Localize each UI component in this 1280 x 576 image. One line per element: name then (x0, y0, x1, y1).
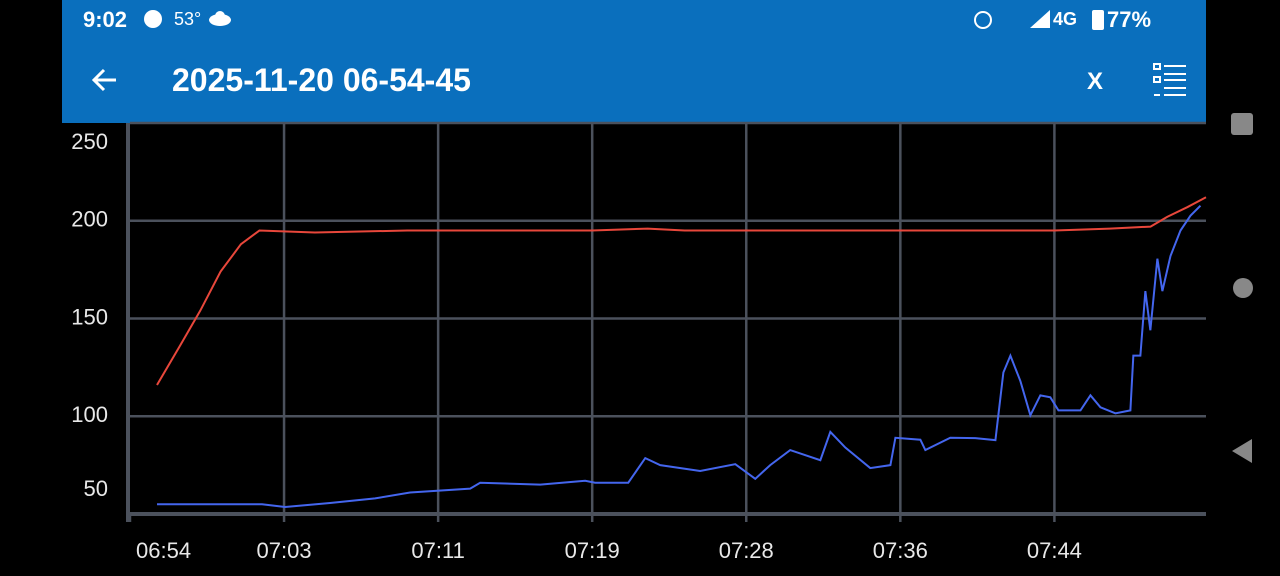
close-button[interactable]: X (1087, 68, 1104, 95)
y-tick-label: 150 (71, 304, 108, 329)
status-temperature: 53° (174, 9, 202, 29)
nav-bar (1231, 113, 1253, 463)
series-line (156, 204, 1202, 508)
series-line (156, 196, 1207, 386)
weather-icon (209, 11, 231, 26)
x-tick-label: 07:03 (257, 538, 312, 563)
signal-icon (1030, 10, 1050, 28)
x-tick-label: 07:28 (719, 538, 774, 563)
status-time: 9:02 (83, 7, 128, 32)
y-tick-label: 100 (71, 402, 108, 427)
y-tick-label: 250 (71, 129, 108, 154)
app-title: 2025-11-20 06-54-45 (172, 62, 471, 98)
status-battery: 77% (1107, 7, 1152, 32)
x-tick-label: 07:19 (565, 538, 620, 563)
alarm-icon (974, 11, 992, 29)
recents-button[interactable] (1231, 113, 1253, 135)
back-nav-button[interactable] (1232, 439, 1252, 463)
x-tick-label: 07:11 (411, 538, 464, 563)
x-tick-label: 06:54 (136, 538, 191, 563)
battery-icon (1092, 10, 1104, 30)
status-icon (144, 10, 162, 28)
x-tick-label: 07:36 (873, 538, 928, 563)
y-tick-label: 50 (84, 476, 108, 501)
app-bar (62, 0, 1206, 123)
chart: 50 100 150 200 250 06:54 07:03 07:11 07:19 07:28 0… (71, 121, 1207, 563)
status-network: 4G (1053, 9, 1078, 29)
list-button[interactable] (1152, 62, 1188, 98)
back-button[interactable] (90, 66, 118, 94)
home-button[interactable] (1233, 278, 1253, 298)
y-tick-label: 200 (71, 207, 108, 232)
x-tick-label: 07:44 (1027, 538, 1082, 563)
